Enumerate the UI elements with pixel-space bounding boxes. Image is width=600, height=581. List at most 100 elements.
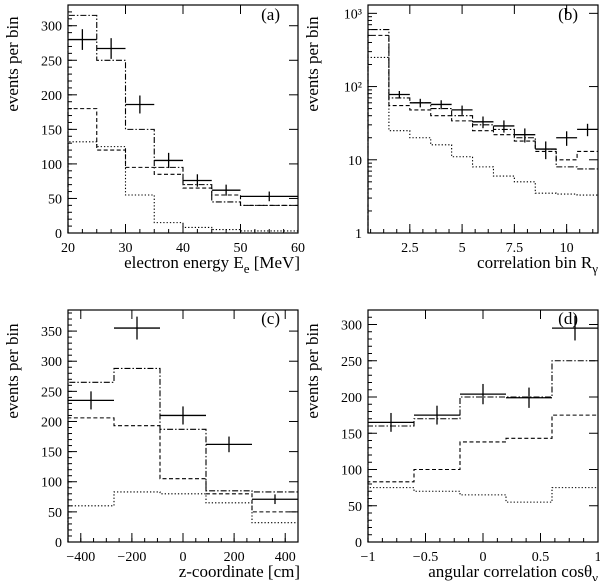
data-point bbox=[535, 141, 557, 160]
y-tick-label: 250 bbox=[41, 54, 62, 69]
panel-label: (a) bbox=[261, 5, 280, 24]
histogram-dotted-c bbox=[67, 491, 298, 542]
x-tick-label: 60 bbox=[291, 241, 305, 256]
y-tick-label: 150 bbox=[41, 446, 62, 461]
x-tick-label: 1 bbox=[595, 550, 600, 565]
data-point bbox=[68, 391, 114, 410]
y-axis-label: events per bin bbox=[303, 323, 322, 419]
y-tick-label: 50 bbox=[48, 192, 62, 207]
x-axis-label: z-coordinate [cm] bbox=[179, 562, 300, 581]
histogram-dotted-b bbox=[367, 56, 598, 233]
y-tick-label: 0 bbox=[55, 536, 62, 551]
y-tick-label: 300 bbox=[41, 20, 62, 35]
y-tick-label: 200 bbox=[41, 415, 62, 430]
y-tick-label: 10² bbox=[344, 81, 362, 96]
x-axis-label-main: correlation bin R bbox=[477, 253, 593, 272]
data-point bbox=[125, 95, 155, 114]
x-tick-label: 5 bbox=[459, 241, 466, 256]
y-tick-label: 50 bbox=[48, 506, 62, 521]
x-tick-label: 0.5 bbox=[532, 550, 550, 565]
x-axis-label-subscript: e bbox=[244, 261, 250, 276]
x-tick-label: 200 bbox=[224, 550, 245, 565]
y-tick-label: 1 bbox=[355, 227, 362, 242]
y-tick-label: 150 bbox=[341, 427, 362, 442]
y-tick-label: 100 bbox=[41, 476, 62, 491]
x-tick-label: −0.5 bbox=[413, 550, 438, 565]
x-tick-label: 10 bbox=[560, 241, 574, 256]
data-point bbox=[68, 29, 97, 50]
panel-b: 2.5 5 7.5 10 1 10 10² 10³ (b) events per bin corre… bbox=[303, 4, 599, 276]
y-tick-label: 300 bbox=[341, 319, 362, 334]
x-tick-label: −1 bbox=[361, 550, 376, 565]
data-point bbox=[96, 38, 126, 59]
data-point bbox=[556, 131, 578, 146]
x-axis-label: angular correlation cosθν bbox=[428, 562, 598, 581]
data-point bbox=[409, 98, 431, 108]
data-point bbox=[183, 174, 212, 187]
x-tick-label: −400 bbox=[66, 550, 95, 565]
histogram-dash-dot-c bbox=[67, 367, 298, 542]
y-tick-label: 300 bbox=[41, 355, 62, 370]
x-tick-label: 7.5 bbox=[506, 241, 524, 256]
plot-frame-c bbox=[67, 309, 299, 543]
panel-label: (d) bbox=[558, 309, 578, 328]
histogram-dashed-b bbox=[367, 34, 598, 233]
histogram-dashed-d bbox=[367, 414, 598, 542]
histogram-dashed-a bbox=[67, 108, 298, 233]
data-point bbox=[430, 100, 452, 110]
y-tick-label: 0 bbox=[355, 536, 362, 551]
panel-c: −400 −200 0 200 400 0 50 100 150 200 250 300 350 (c) e… bbox=[3, 309, 300, 581]
data-point bbox=[154, 152, 183, 169]
data-point bbox=[388, 90, 410, 99]
panel-d: −1 −0.5 0 0.5 1 0 50 100 150 200 250 300 (d) events p… bbox=[303, 309, 600, 581]
data-point bbox=[114, 316, 160, 340]
histogram-dashed-c bbox=[67, 417, 298, 542]
panel-label: (c) bbox=[261, 309, 280, 328]
y-tick-label: 250 bbox=[341, 355, 362, 370]
data-point bbox=[506, 387, 552, 408]
x-axis-label-subscript: γ bbox=[591, 261, 598, 276]
x-axis-label-main: z-coordinate [cm] bbox=[179, 562, 300, 581]
y-tick-label: 50 bbox=[348, 500, 362, 515]
data-point bbox=[252, 494, 298, 505]
histogram-dash-dot-b bbox=[367, 29, 598, 233]
y-axis-label: events per bin bbox=[303, 16, 322, 112]
x-tick-label: 50 bbox=[234, 241, 248, 256]
plot-frame-a bbox=[67, 4, 299, 234]
x-tick-label: 40 bbox=[176, 241, 190, 256]
x-axis-label: correlation bin Rγ bbox=[477, 253, 598, 276]
y-tick-label: 200 bbox=[41, 89, 62, 104]
x-axis-label-main: electron energy E bbox=[124, 253, 244, 272]
data-point bbox=[460, 383, 506, 405]
y-tick-label: 0 bbox=[55, 227, 62, 242]
histogram-dash-dot-a bbox=[67, 14, 298, 233]
histogram-dotted-d bbox=[367, 487, 598, 542]
data-point bbox=[206, 436, 252, 453]
y-tick-label: 100 bbox=[41, 158, 62, 173]
y-axis-label: events per bin bbox=[3, 16, 22, 112]
x-tick-label: 20 bbox=[61, 241, 75, 256]
y-tick-label: 10³ bbox=[344, 7, 362, 22]
data-point bbox=[414, 405, 460, 425]
x-tick-label: −200 bbox=[117, 550, 146, 565]
y-axis-label: events per bin bbox=[3, 323, 22, 419]
data-point bbox=[577, 123, 598, 137]
x-tick-label: 0 bbox=[180, 550, 187, 565]
y-tick-label: 200 bbox=[341, 391, 362, 406]
panel-label: (b) bbox=[558, 5, 578, 24]
x-tick-label: 0 bbox=[480, 550, 487, 565]
x-axis-label-suffix: [MeV] bbox=[249, 253, 300, 272]
data-point bbox=[240, 191, 298, 202]
x-axis-label-main: angular correlation cosθ bbox=[428, 562, 592, 581]
data-point bbox=[472, 116, 494, 129]
data-point bbox=[211, 184, 241, 196]
data-point bbox=[368, 412, 414, 432]
x-axis-label-subscript: ν bbox=[592, 570, 598, 581]
y-tick-label: 250 bbox=[41, 385, 62, 400]
panel-a: 20 30 40 50 60 0 50 100 150 200 250 300 (a) events pe… bbox=[3, 4, 305, 276]
histogram-dotted-a bbox=[67, 141, 298, 233]
x-tick-label: 30 bbox=[119, 241, 133, 256]
y-tick-label: 150 bbox=[41, 123, 62, 138]
data-point bbox=[552, 315, 598, 341]
